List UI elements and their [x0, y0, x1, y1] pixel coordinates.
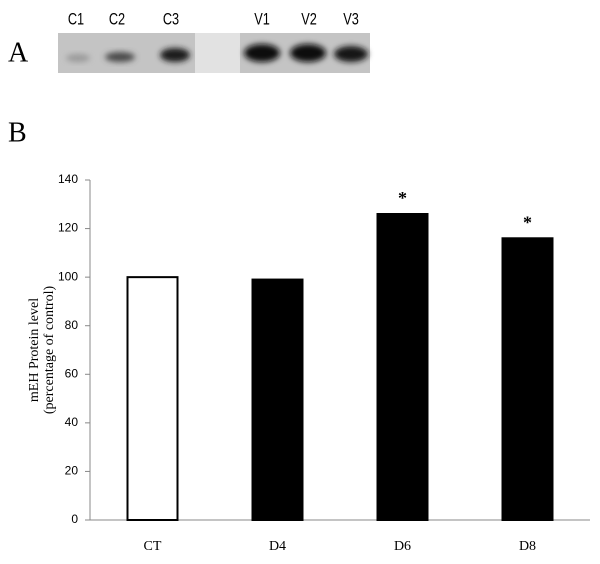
y-axis-label: mEH Protein level	[27, 298, 42, 402]
lane-label: C3	[163, 10, 179, 29]
y-tick-label: 80	[65, 318, 79, 332]
x-tick-label: CT	[144, 539, 162, 554]
y-tick-label: 0	[71, 512, 78, 526]
y-tick-label: 100	[58, 269, 78, 283]
panel-label: B	[8, 117, 27, 148]
lane-label: V2	[301, 10, 317, 29]
y-tick-label: 40	[65, 415, 79, 429]
bar	[251, 278, 304, 522]
lane-label: C1	[68, 10, 84, 29]
x-tick-label: D6	[394, 539, 411, 554]
x-tick-label: D4	[269, 539, 286, 554]
y-axis-label: (percentage of control)	[42, 286, 57, 415]
blot-image	[58, 33, 370, 73]
y-tick-label: 20	[65, 464, 79, 478]
bar	[501, 237, 554, 522]
panel-label: A	[8, 37, 29, 68]
x-tick-label: D8	[519, 539, 536, 554]
y-tick-label: 60	[65, 366, 79, 380]
bar	[126, 276, 179, 521]
significance-mark: *	[523, 212, 532, 232]
significance-mark: *	[398, 188, 407, 208]
y-tick-label: 140	[58, 172, 78, 186]
lane-label: C2	[109, 10, 125, 29]
y-tick-label: 120	[58, 221, 78, 235]
bar	[376, 213, 429, 521]
lane-label: V1	[254, 10, 270, 29]
lane-label: V3	[343, 10, 359, 29]
